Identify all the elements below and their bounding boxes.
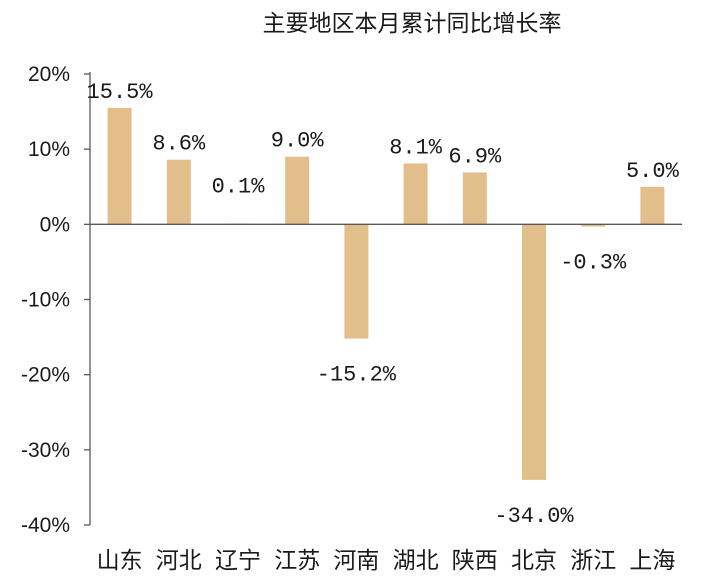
x-category-label: 山东 [97, 548, 143, 574]
x-category-label: 河北 [156, 548, 202, 574]
x-axis-labels: 山东 河北 辽宁 江苏 河南 湖北 陕西 北京 浙江 上海 [97, 548, 676, 574]
data-label: 8.6% [152, 132, 206, 157]
data-label: -0.3% [560, 251, 627, 276]
data-label: 5.0% [626, 159, 680, 184]
axes [84, 72, 682, 526]
bar [166, 159, 191, 225]
bars [107, 107, 665, 480]
bar [285, 156, 310, 225]
y-tick-label: -10% [21, 289, 70, 312]
y-tick-label: -30% [21, 439, 70, 462]
data-label: 15.5% [87, 80, 154, 105]
bar [581, 224, 606, 227]
chart-title: 主要地区本月累计同比增长率 [263, 11, 562, 37]
data-label: -34.0% [494, 504, 574, 529]
data-label: 8.1% [389, 135, 443, 160]
data-label: 0.1% [212, 174, 266, 199]
bar [522, 224, 546, 480]
y-axis-ticks: 20% 10% 0% -10% -20% -30% -40% [21, 63, 70, 537]
bar [640, 186, 665, 225]
data-labels: 15.5% 8.6%0.1%9.0% -15.2% 8.1% 6.9% -34.0% -0.… [87, 80, 680, 529]
y-tick-label: -40% [21, 514, 70, 537]
bar [403, 163, 428, 225]
x-category-label: 江苏 [274, 548, 320, 574]
x-category-label: 湖北 [393, 548, 439, 574]
y-tick-label: 10% [28, 138, 70, 161]
bar [462, 172, 487, 225]
y-tick-label: -20% [21, 364, 70, 387]
bar [344, 224, 369, 339]
data-label: -15.2% [317, 363, 397, 388]
x-category-label: 陕西 [452, 548, 498, 574]
x-category-label: 辽宁 [215, 548, 261, 574]
x-category-label: 浙江 [570, 548, 616, 574]
x-category-label: 河南 [333, 548, 379, 574]
data-label: 9.0% [271, 129, 325, 154]
y-tick-label: 20% [28, 63, 70, 86]
y-tick-label: 0% [40, 213, 70, 236]
x-category-label: 北京 [511, 548, 557, 574]
data-label: 6.9% [448, 144, 502, 169]
bar [107, 107, 132, 225]
x-category-label: 上海 [629, 548, 675, 574]
